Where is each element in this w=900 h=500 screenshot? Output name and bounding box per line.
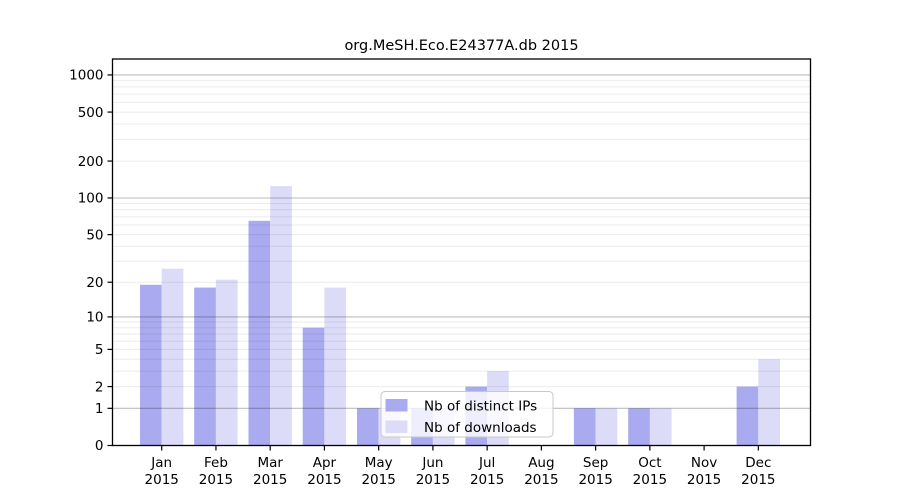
y-tick-label: 200	[78, 154, 104, 170]
y-tick-label: 2	[95, 379, 104, 395]
y-tick-label: 20	[86, 275, 103, 291]
x-tick-label-year: 2015	[199, 472, 233, 488]
x-tick-label-month: Dec	[745, 455, 771, 471]
x-tick-label-year: 2015	[633, 472, 667, 488]
bar-distinct-ips-apr	[302, 327, 325, 446]
x-tick-label-year: 2015	[416, 472, 450, 488]
y-tick-label: 0	[95, 438, 104, 454]
y-tick-label: 1000	[69, 68, 103, 84]
legend-swatch-distinct-ips	[385, 399, 408, 412]
x-tick-label-month: Jun	[421, 455, 443, 471]
x-tick-label-month: Aug	[528, 455, 554, 471]
x-tick-label-year: 2015	[687, 472, 721, 488]
legend-label-downloads: Nb of downloads	[424, 420, 537, 436]
bar-downloads-sep	[595, 408, 618, 446]
bar-downloads-apr	[324, 287, 347, 446]
x-tick-label-year: 2015	[361, 472, 395, 488]
x-tick-label-month: Oct	[638, 455, 661, 471]
bar-distinct-ips-dec	[736, 386, 759, 446]
legend: Nb of distinct IPs Nb of downloads	[380, 391, 554, 438]
legend-box	[380, 391, 554, 438]
x-tick-label-month: Jan	[150, 455, 172, 471]
x-tick-label-month: Jul	[478, 455, 495, 471]
x-tick-label-year: 2015	[470, 472, 504, 488]
x-tick-label-year: 2015	[741, 472, 775, 488]
bar-downloads-jan	[161, 268, 184, 446]
bar-downloads-dec	[758, 359, 780, 446]
bar-distinct-ips-feb	[194, 287, 216, 446]
legend-swatch-downloads	[385, 420, 408, 433]
x-tick-label-year: 2015	[145, 472, 179, 488]
bar-downloads-feb	[215, 279, 238, 446]
bar-downloads-oct	[649, 408, 672, 446]
x-tick-label-year: 2015	[307, 472, 341, 488]
y-tick-label: 100	[78, 191, 104, 207]
x-tick-label-month: May	[365, 455, 393, 471]
bar-distinct-ips-may	[357, 408, 379, 446]
bar-distinct-ips-mar	[248, 220, 271, 446]
bar-distinct-ips-oct	[628, 408, 650, 446]
bar-distinct-ips-jan	[140, 284, 162, 446]
x-tick-label-month: Mar	[257, 455, 283, 471]
bar-downloads-mar	[270, 186, 292, 446]
y-tick-label: 5	[95, 342, 104, 358]
y-tick-label: 500	[78, 105, 104, 121]
x-tick-label-year: 2015	[253, 472, 287, 488]
grid-layer	[112, 74, 811, 409]
axes-layer: 01251020501002005001000Jan2015Feb2015Mar…	[69, 58, 812, 488]
chart-title: org.MeSH.Eco.E24377A.db 2015	[344, 38, 578, 54]
x-tick-label-month: Apr	[313, 455, 337, 471]
legend-label-distinct-ips: Nb of distinct IPs	[424, 399, 537, 415]
y-tick-label: 10	[86, 310, 103, 326]
y-tick-label: 50	[86, 227, 103, 243]
x-tick-label-year: 2015	[524, 472, 558, 488]
x-tick-label-month: Nov	[691, 455, 717, 471]
x-tick-label-year: 2015	[578, 472, 612, 488]
bar-distinct-ips-sep	[573, 408, 596, 446]
plot-border	[111, 58, 812, 447]
x-tick-label-month: Feb	[204, 455, 228, 471]
x-tick-label-month: Sep	[583, 455, 608, 471]
y-tick-label: 1	[95, 401, 104, 417]
